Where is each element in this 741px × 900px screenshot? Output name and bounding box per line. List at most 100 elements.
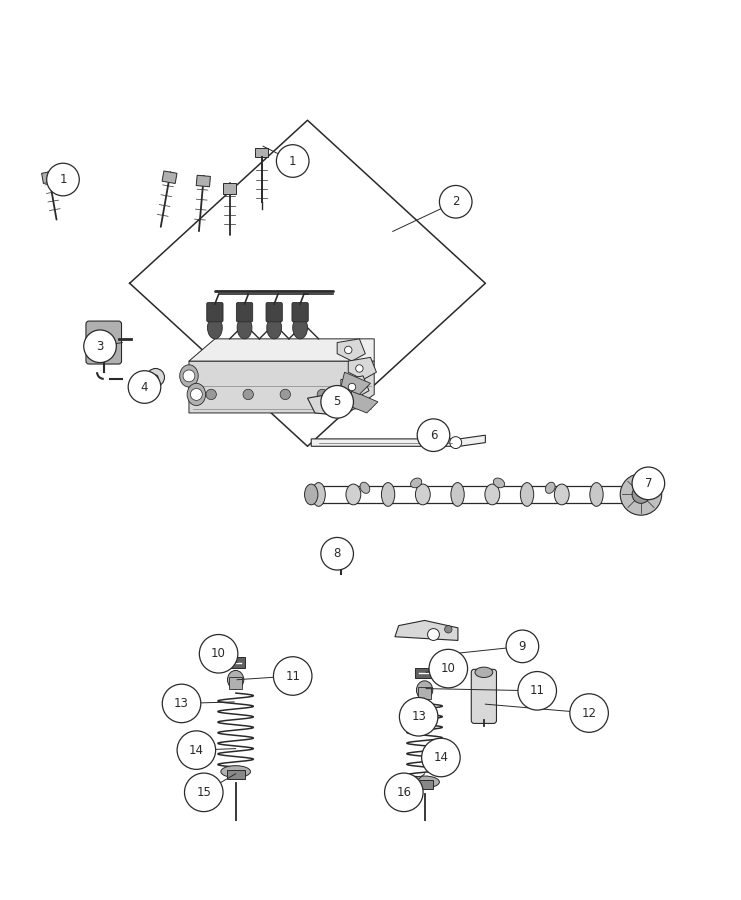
- Text: 10: 10: [211, 647, 226, 661]
- Ellipse shape: [590, 482, 603, 507]
- Text: 3: 3: [96, 340, 104, 353]
- Circle shape: [445, 626, 452, 633]
- Polygon shape: [311, 436, 485, 446]
- Text: 11: 11: [530, 684, 545, 698]
- Circle shape: [422, 738, 460, 777]
- Polygon shape: [223, 184, 236, 194]
- Circle shape: [428, 628, 439, 641]
- Ellipse shape: [382, 482, 395, 507]
- Circle shape: [177, 731, 216, 770]
- Text: 2: 2: [452, 195, 459, 208]
- Circle shape: [399, 698, 438, 736]
- Circle shape: [321, 537, 353, 570]
- FancyBboxPatch shape: [86, 321, 122, 364]
- Ellipse shape: [312, 482, 325, 507]
- Circle shape: [47, 163, 79, 196]
- Text: 8: 8: [333, 547, 341, 560]
- Ellipse shape: [485, 484, 499, 505]
- Ellipse shape: [215, 832, 256, 842]
- Ellipse shape: [179, 364, 199, 387]
- Circle shape: [128, 371, 161, 403]
- Circle shape: [620, 473, 662, 515]
- Ellipse shape: [412, 838, 437, 847]
- Circle shape: [280, 389, 290, 400]
- Text: 15: 15: [196, 786, 211, 799]
- Circle shape: [356, 364, 363, 373]
- Text: 6: 6: [430, 428, 437, 442]
- Circle shape: [84, 330, 116, 363]
- Text: 5: 5: [333, 395, 341, 409]
- Ellipse shape: [237, 317, 252, 339]
- Ellipse shape: [475, 667, 493, 678]
- Ellipse shape: [520, 482, 534, 507]
- Ellipse shape: [267, 317, 282, 339]
- Circle shape: [153, 374, 159, 381]
- Ellipse shape: [346, 484, 361, 505]
- Circle shape: [273, 657, 312, 696]
- Circle shape: [439, 185, 472, 218]
- Bar: [226, 658, 245, 668]
- Circle shape: [337, 546, 345, 554]
- Text: 9: 9: [519, 640, 526, 652]
- Ellipse shape: [360, 482, 370, 493]
- Circle shape: [322, 399, 330, 408]
- Ellipse shape: [416, 680, 433, 699]
- Circle shape: [385, 773, 423, 812]
- Polygon shape: [189, 361, 374, 413]
- Text: 16: 16: [396, 786, 411, 799]
- Circle shape: [345, 346, 352, 354]
- Ellipse shape: [221, 766, 250, 778]
- Ellipse shape: [411, 478, 422, 488]
- Ellipse shape: [305, 484, 318, 505]
- Ellipse shape: [227, 670, 244, 689]
- Circle shape: [183, 370, 195, 382]
- Circle shape: [518, 671, 556, 710]
- Ellipse shape: [416, 484, 431, 505]
- Bar: [415, 668, 434, 679]
- Polygon shape: [348, 357, 376, 380]
- FancyBboxPatch shape: [292, 302, 308, 322]
- Circle shape: [632, 467, 665, 500]
- Circle shape: [417, 418, 450, 452]
- Text: 1: 1: [289, 155, 296, 167]
- Bar: [229, 677, 242, 688]
- FancyBboxPatch shape: [207, 302, 223, 322]
- Text: 12: 12: [582, 706, 597, 720]
- Text: 10: 10: [441, 662, 456, 675]
- Ellipse shape: [545, 482, 555, 493]
- FancyBboxPatch shape: [266, 302, 282, 322]
- Ellipse shape: [187, 383, 206, 406]
- Bar: [255, 148, 268, 157]
- Text: 7: 7: [645, 477, 652, 490]
- Polygon shape: [308, 393, 348, 415]
- Circle shape: [570, 694, 608, 733]
- Bar: [227, 770, 245, 779]
- Ellipse shape: [554, 484, 569, 505]
- Circle shape: [330, 540, 351, 561]
- Ellipse shape: [293, 317, 308, 339]
- FancyBboxPatch shape: [471, 670, 496, 724]
- Circle shape: [162, 684, 201, 723]
- Polygon shape: [341, 373, 370, 394]
- Polygon shape: [189, 339, 374, 361]
- Circle shape: [185, 773, 223, 812]
- Ellipse shape: [451, 482, 464, 507]
- Circle shape: [632, 486, 650, 503]
- Circle shape: [321, 385, 353, 418]
- Circle shape: [276, 145, 309, 177]
- Polygon shape: [341, 376, 369, 398]
- Polygon shape: [41, 171, 56, 184]
- Text: 14: 14: [433, 751, 448, 764]
- Circle shape: [206, 389, 216, 400]
- Circle shape: [190, 389, 202, 400]
- Circle shape: [147, 368, 165, 386]
- Text: 13: 13: [411, 710, 426, 724]
- Ellipse shape: [410, 776, 439, 788]
- Circle shape: [429, 649, 468, 688]
- Ellipse shape: [404, 842, 445, 852]
- Text: 1: 1: [59, 173, 67, 186]
- Circle shape: [243, 389, 253, 400]
- Bar: [416, 780, 433, 789]
- Ellipse shape: [207, 317, 222, 339]
- Text: 4: 4: [141, 381, 148, 393]
